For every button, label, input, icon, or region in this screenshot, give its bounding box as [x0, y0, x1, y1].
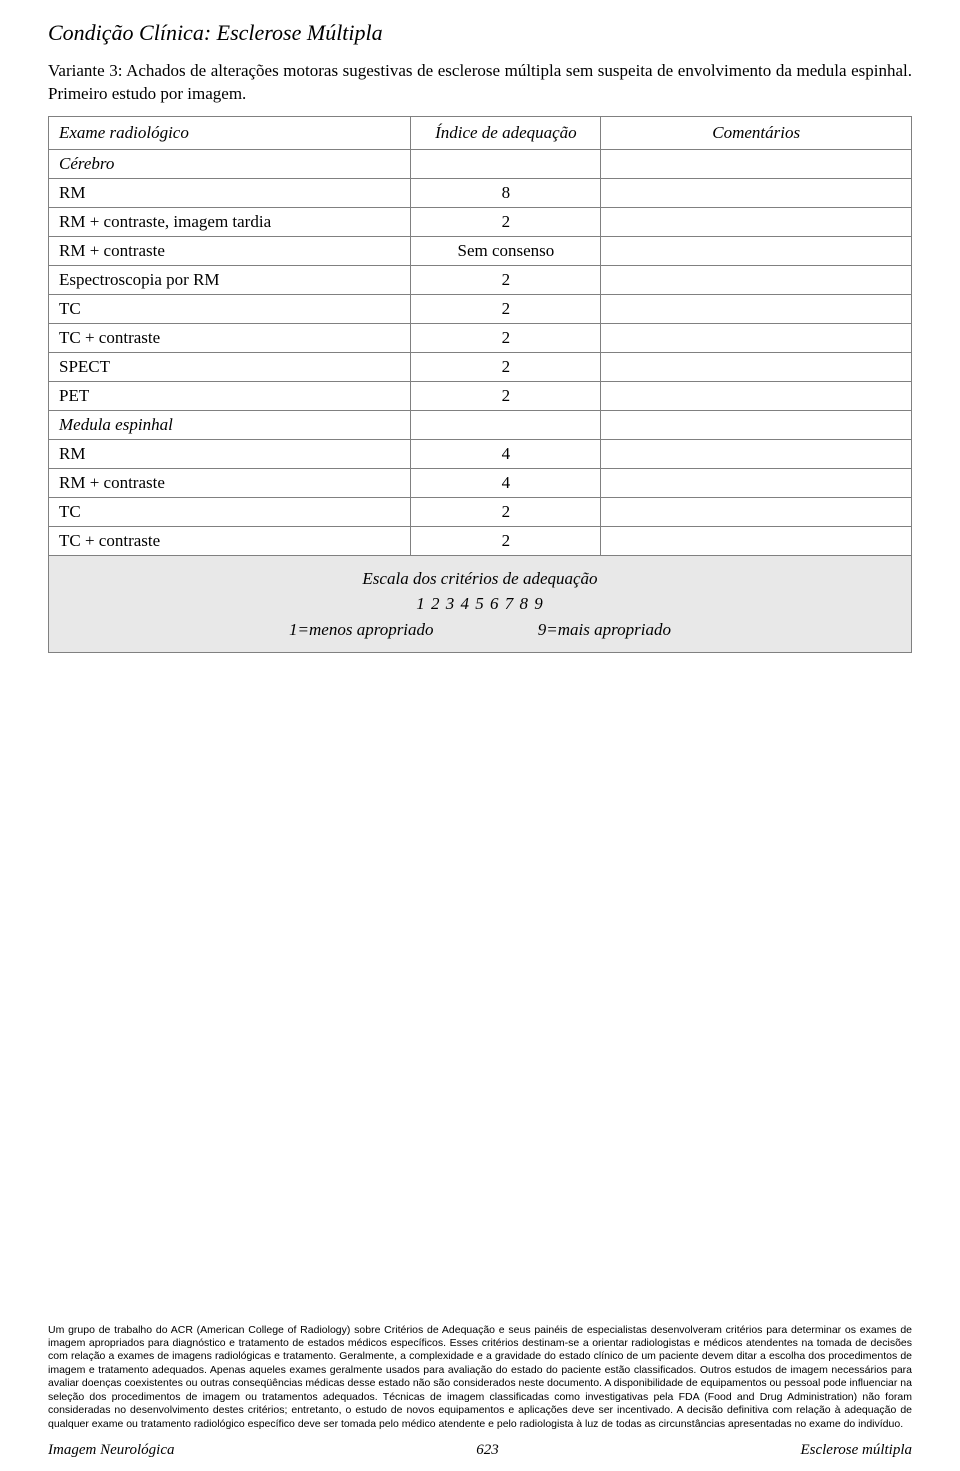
- header-exam: Exame radiológico: [49, 116, 411, 149]
- scale-cell: Escala dos critérios de adequação 1 2 3 …: [49, 555, 912, 653]
- index-cell: 2: [411, 294, 601, 323]
- table-row: RM4: [49, 439, 912, 468]
- header-comments: Comentários: [601, 116, 912, 149]
- footer-center: 623: [476, 1442, 499, 1459]
- index-cell: 2: [411, 381, 601, 410]
- variant-description: Variante 3: Achados de alterações motora…: [48, 60, 912, 106]
- comment-cell: [601, 468, 912, 497]
- exam-cell: RM + contraste: [49, 468, 411, 497]
- table-row: Espectroscopia por RM2: [49, 265, 912, 294]
- section-label: Medula espinhal: [49, 410, 411, 439]
- comment-cell: [601, 294, 912, 323]
- index-cell: 2: [411, 323, 601, 352]
- section-label: Cérebro: [49, 149, 411, 178]
- index-cell: 2: [411, 265, 601, 294]
- exam-cell: RM + contraste: [49, 236, 411, 265]
- index-cell: 2: [411, 352, 601, 381]
- exam-cell: TC + contraste: [49, 323, 411, 352]
- footer-right: Esclerose múltipla: [800, 1442, 912, 1459]
- table-row: SPECT2: [49, 352, 912, 381]
- table-row: RM8: [49, 178, 912, 207]
- exam-cell: RM + contraste, imagem tardia: [49, 207, 411, 236]
- index-cell: Sem consenso: [411, 236, 601, 265]
- comment-cell: [601, 497, 912, 526]
- index-cell: 8: [411, 178, 601, 207]
- index-cell: 4: [411, 439, 601, 468]
- scale-title: Escala dos critérios de adequação: [59, 566, 901, 592]
- exam-cell: TC: [49, 294, 411, 323]
- table-row: RM + contrasteSem consenso: [49, 236, 912, 265]
- comment-cell: [601, 439, 912, 468]
- table-row: TC + contraste2: [49, 526, 912, 555]
- comment-cell: [601, 236, 912, 265]
- adequacy-table: Exame radiológico Índice de adequação Co…: [48, 116, 912, 654]
- exam-cell: SPECT: [49, 352, 411, 381]
- exam-cell: TC: [49, 497, 411, 526]
- table-row: TC2: [49, 294, 912, 323]
- header-index: Índice de adequação: [411, 116, 601, 149]
- scale-left: 1=menos apropriado: [289, 617, 433, 643]
- comment-cell: [601, 178, 912, 207]
- comment-cell: [601, 207, 912, 236]
- comment-cell: [601, 323, 912, 352]
- comment-cell: [601, 265, 912, 294]
- section-comment-empty: [601, 149, 912, 178]
- page-footer: Imagem Neurológica 623 Esclerose múltipl…: [48, 1442, 912, 1459]
- index-cell: 2: [411, 497, 601, 526]
- comment-cell: [601, 381, 912, 410]
- comment-cell: [601, 526, 912, 555]
- index-cell: 2: [411, 526, 601, 555]
- index-cell: 4: [411, 468, 601, 497]
- table-row: RM + contraste4: [49, 468, 912, 497]
- table-row: TC + contraste2: [49, 323, 912, 352]
- table-header-row: Exame radiológico Índice de adequação Co…: [49, 116, 912, 149]
- exam-cell: PET: [49, 381, 411, 410]
- table-row: RM + contraste, imagem tardia2: [49, 207, 912, 236]
- comment-cell: [601, 352, 912, 381]
- scale-numbers: 1 2 3 4 5 6 7 8 9: [59, 591, 901, 617]
- section-comment-empty: [601, 410, 912, 439]
- index-cell: 2: [411, 207, 601, 236]
- exam-cell: TC + contraste: [49, 526, 411, 555]
- footer-left: Imagem Neurológica: [48, 1442, 175, 1459]
- section-row-cerebro: Cérebro: [49, 149, 912, 178]
- exam-cell: RM: [49, 439, 411, 468]
- scale-right: 9=mais apropriado: [538, 617, 671, 643]
- section-index-empty: [411, 410, 601, 439]
- table-row: PET2: [49, 381, 912, 410]
- section-row-medula: Medula espinhal: [49, 410, 912, 439]
- scale-footer-row: Escala dos critérios de adequação 1 2 3 …: [49, 555, 912, 653]
- exam-cell: Espectroscopia por RM: [49, 265, 411, 294]
- table-row: TC2: [49, 497, 912, 526]
- clinical-condition-title: Condição Clínica: Esclerose Múltipla: [48, 20, 912, 46]
- section-index-empty: [411, 149, 601, 178]
- acr-footnote: Um grupo de trabalho do ACR (American Co…: [48, 1324, 912, 1432]
- exam-cell: RM: [49, 178, 411, 207]
